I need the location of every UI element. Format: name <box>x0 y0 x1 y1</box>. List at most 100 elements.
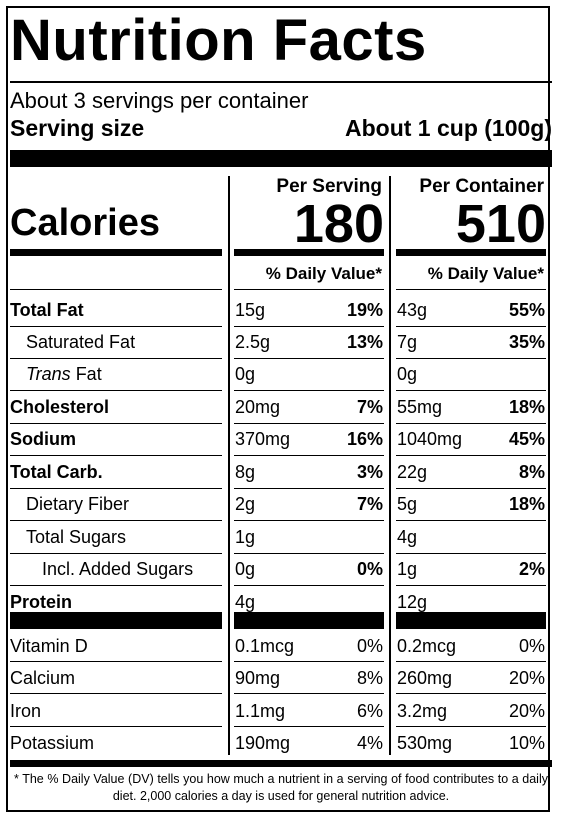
serving-divider-thick <box>10 150 552 167</box>
vitamin-container-daily-value: 20% <box>508 701 545 721</box>
container-amount: 55mg <box>397 397 443 417</box>
vitamin-0-rule-container <box>396 661 546 662</box>
vitamin-container-amount: 530mg <box>397 733 453 753</box>
serving-daily-value: 16% <box>346 429 383 449</box>
container-amount: 22g <box>397 462 428 482</box>
serving-daily-value: 0% <box>356 559 383 579</box>
dv-header-rule-container <box>396 289 546 290</box>
vitamin-serving-daily-value: 8% <box>356 668 383 688</box>
vitamin-name: Vitamin D <box>10 636 88 656</box>
calories-bar-serving <box>234 249 384 256</box>
nutrient-name: Saturated Fat <box>26 332 136 352</box>
nutrient-1-rule-left <box>10 358 222 359</box>
serving-size-label: Serving size <box>10 115 145 141</box>
container-daily-value: 2% <box>518 559 545 579</box>
per-container-header: Per Container <box>419 176 544 197</box>
nutrient-3-rule-left <box>10 423 222 424</box>
serving-amount: 20mg <box>235 397 281 417</box>
serving-amount: 4g <box>235 592 256 612</box>
nutrient-name: Trans Fat <box>26 363 102 385</box>
nutrition-label <box>6 6 550 812</box>
nutrient-4-rule-left <box>10 455 222 456</box>
vitamin-serving-amount: 0.1mcg <box>235 636 295 656</box>
serving-size-value: About 1 cup (100g) <box>344 115 552 141</box>
container-amount: 7g <box>397 332 418 352</box>
serving-amount: 370mg <box>235 429 291 449</box>
container-amount: 1040mg <box>397 429 463 449</box>
calories-bar-left <box>10 249 222 256</box>
vitamin-0-rule-serving <box>234 661 384 662</box>
vitamin-name: Potassium <box>10 733 95 753</box>
column-divider-1 <box>228 176 230 755</box>
title-divider <box>10 81 552 83</box>
vitamin-1-rule-serving <box>234 693 384 694</box>
serving-daily-value: 13% <box>346 332 383 352</box>
vitamin-container-amount: 3.2mg <box>397 701 448 721</box>
servings-per-container: About 3 servings per container <box>10 88 309 113</box>
serving-amount: 2g <box>235 494 256 514</box>
serving-amount: 0g <box>235 559 256 579</box>
dv-header-serving: % Daily Value* <box>265 264 382 283</box>
dv-header-rule-serving <box>234 289 384 290</box>
vitamin-serving-amount: 90mg <box>235 668 281 688</box>
nutrient-name: Sodium <box>10 429 76 449</box>
serving-amount: 0g <box>235 364 256 384</box>
vitamin-serving-amount: 190mg <box>235 733 291 753</box>
nutrient-2-rule-left <box>10 390 222 391</box>
nutrient-8-rule-left <box>10 585 222 586</box>
vitamin-1-rule-left <box>10 693 222 694</box>
nutrient-5-rule-container <box>396 488 546 489</box>
vitamin-2-rule-left <box>10 726 222 727</box>
nutrient-name: Protein <box>10 592 73 612</box>
vitamin-0-rule-left <box>10 661 222 662</box>
nutrient-3-rule-serving <box>234 423 384 424</box>
nutrient-8-rule-container <box>396 585 546 586</box>
vitamin-serving-amount: 1.1mg <box>235 701 286 721</box>
vitamin-container-daily-value: 0% <box>518 636 545 656</box>
container-daily-value: 35% <box>508 332 545 352</box>
vitamin-2-rule-container <box>396 726 546 727</box>
calories-label: Calories <box>10 202 160 244</box>
vitamin-serving-daily-value: 4% <box>356 733 383 753</box>
nutrient-5-rule-left <box>10 488 222 489</box>
footnote: * The % Daily Value (DV) tells you how m… <box>14 772 548 803</box>
vitamin-name: Calcium <box>10 668 76 688</box>
calories-per-serving: 180 <box>293 194 384 254</box>
nutrient-4-rule-serving <box>234 455 384 456</box>
nutrient-3-rule-container <box>396 423 546 424</box>
container-amount: 1g <box>397 559 418 579</box>
container-amount: 0g <box>397 364 418 384</box>
serving-daily-value: 7% <box>356 494 383 514</box>
nutrient-name: Dietary Fiber <box>26 494 130 514</box>
vitamin-2-rule-serving <box>234 726 384 727</box>
dv-header-rule-left <box>10 289 222 290</box>
nutrient-8-rule-serving <box>234 585 384 586</box>
container-amount: 43g <box>397 300 428 320</box>
nutrient-1-rule-serving <box>234 358 384 359</box>
nutrient-name: Incl. Added Sugars <box>42 559 194 579</box>
nutrient-5-rule-serving <box>234 488 384 489</box>
nutrient-2-rule-container <box>396 390 546 391</box>
container-amount: 5g <box>397 494 418 514</box>
nutrient-name-rest: Fat <box>70 364 102 384</box>
serving-amount: 15g <box>235 300 266 320</box>
nutrient-7-rule-container <box>396 553 546 554</box>
column-divider-2 <box>389 176 391 755</box>
nutrient-6-rule-left <box>10 520 222 521</box>
nutrient-6-rule-container <box>396 520 546 521</box>
calories-per-container: 510 <box>455 194 546 254</box>
vitamin-name: Iron <box>10 701 42 721</box>
container-daily-value: 8% <box>518 462 545 482</box>
dv-header-container: % Daily Value* <box>427 264 544 283</box>
vitamin-bar-container <box>396 612 546 629</box>
label-title: Nutrition Facts <box>10 8 427 73</box>
serving-amount: 1g <box>235 527 256 547</box>
container-daily-value: 18% <box>508 494 545 514</box>
vitamin-serving-daily-value: 6% <box>356 701 383 721</box>
serving-daily-value: 19% <box>346 300 383 320</box>
vitamin-serving-daily-value: 0% <box>356 636 383 656</box>
nutrient-4-rule-container <box>396 455 546 456</box>
nutrient-7-rule-left <box>10 553 222 554</box>
calories-bar-container <box>396 249 546 256</box>
nutrient-0-rule-container <box>396 326 546 327</box>
